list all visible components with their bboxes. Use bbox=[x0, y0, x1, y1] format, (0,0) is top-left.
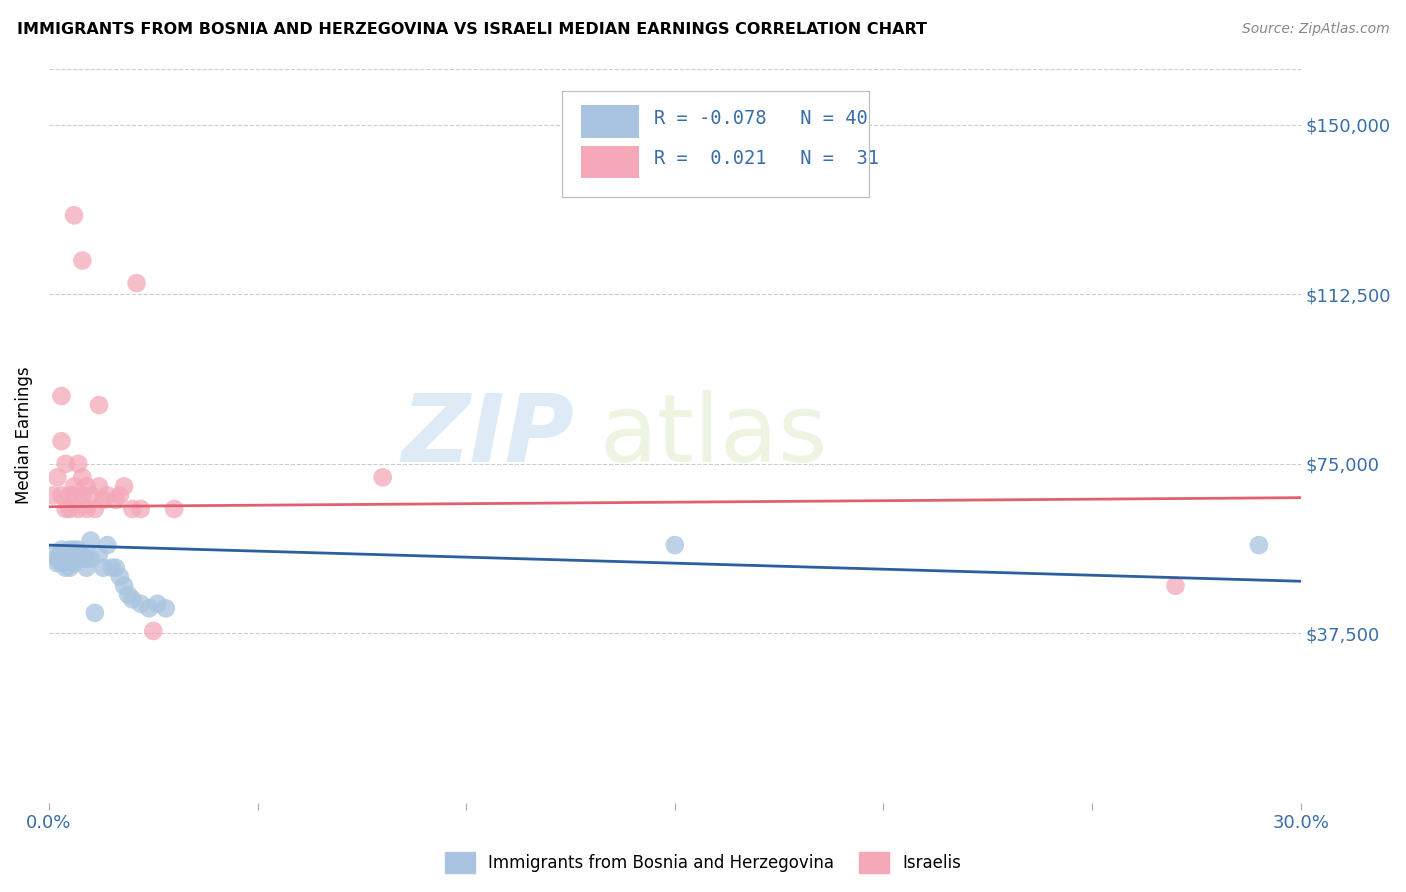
Point bbox=[104, 560, 127, 574]
FancyBboxPatch shape bbox=[562, 91, 869, 197]
Text: IMMIGRANTS FROM BOSNIA AND HERZEGOVINA VS ISRAELI MEDIAN EARNINGS CORRELATION CH: IMMIGRANTS FROM BOSNIA AND HERZEGOVINA V… bbox=[17, 22, 927, 37]
Point bbox=[72, 488, 94, 502]
Point bbox=[76, 560, 98, 574]
Point bbox=[108, 488, 131, 502]
Point bbox=[91, 560, 114, 574]
Point bbox=[46, 556, 69, 570]
Text: Source: ZipAtlas.com: Source: ZipAtlas.com bbox=[1241, 22, 1389, 37]
Point bbox=[63, 556, 86, 570]
Point bbox=[112, 479, 135, 493]
Y-axis label: Median Earnings: Median Earnings bbox=[15, 367, 32, 504]
Point bbox=[1247, 538, 1270, 552]
Point bbox=[83, 606, 105, 620]
Point bbox=[72, 470, 94, 484]
Point bbox=[59, 560, 82, 574]
Point bbox=[87, 398, 110, 412]
Point bbox=[129, 597, 152, 611]
Point bbox=[59, 488, 82, 502]
Point bbox=[55, 551, 77, 566]
Point bbox=[63, 542, 86, 557]
Point bbox=[67, 547, 90, 561]
Point bbox=[76, 479, 98, 493]
Point bbox=[72, 253, 94, 268]
Point bbox=[121, 502, 143, 516]
Point bbox=[67, 457, 90, 471]
Point bbox=[42, 488, 65, 502]
Point bbox=[112, 579, 135, 593]
Point bbox=[108, 570, 131, 584]
Point bbox=[72, 547, 94, 561]
Point bbox=[72, 551, 94, 566]
Point bbox=[80, 551, 103, 566]
Point bbox=[80, 533, 103, 548]
Point bbox=[104, 492, 127, 507]
Point bbox=[91, 492, 114, 507]
FancyBboxPatch shape bbox=[581, 145, 638, 178]
Point bbox=[142, 624, 165, 638]
Point bbox=[76, 551, 98, 566]
Point bbox=[87, 547, 110, 561]
Point bbox=[46, 551, 69, 566]
Point bbox=[55, 457, 77, 471]
Text: R =  0.021   N =  31: R = 0.021 N = 31 bbox=[654, 149, 879, 169]
Point bbox=[59, 542, 82, 557]
Point bbox=[371, 470, 394, 484]
Text: R = -0.078   N = 40: R = -0.078 N = 40 bbox=[654, 109, 868, 128]
Point bbox=[63, 208, 86, 222]
Point bbox=[59, 502, 82, 516]
Text: ZIP: ZIP bbox=[402, 390, 575, 482]
Point bbox=[129, 502, 152, 516]
Point bbox=[83, 502, 105, 516]
Point bbox=[138, 601, 160, 615]
Point bbox=[117, 588, 139, 602]
Point bbox=[51, 389, 73, 403]
Point bbox=[51, 547, 73, 561]
Point bbox=[55, 502, 77, 516]
Point bbox=[59, 551, 82, 566]
Point bbox=[51, 434, 73, 449]
Point bbox=[125, 276, 148, 290]
Point bbox=[163, 502, 186, 516]
Point bbox=[155, 601, 177, 615]
Point bbox=[63, 551, 86, 566]
Point bbox=[1164, 579, 1187, 593]
Point bbox=[146, 597, 169, 611]
Point bbox=[87, 479, 110, 493]
Point bbox=[100, 560, 122, 574]
Point bbox=[76, 502, 98, 516]
Point bbox=[51, 542, 73, 557]
Point bbox=[59, 547, 82, 561]
Point bbox=[46, 470, 69, 484]
Text: atlas: atlas bbox=[600, 390, 828, 482]
FancyBboxPatch shape bbox=[581, 105, 638, 137]
Point bbox=[51, 488, 73, 502]
Point bbox=[121, 592, 143, 607]
Point bbox=[55, 560, 77, 574]
Point bbox=[96, 488, 118, 502]
Point bbox=[63, 479, 86, 493]
Point bbox=[63, 488, 86, 502]
Point bbox=[80, 488, 103, 502]
Legend: Immigrants from Bosnia and Herzegovina, Israelis: Immigrants from Bosnia and Herzegovina, … bbox=[439, 846, 967, 880]
Point bbox=[51, 556, 73, 570]
Point bbox=[96, 538, 118, 552]
Point bbox=[67, 542, 90, 557]
Point bbox=[67, 502, 90, 516]
Point bbox=[42, 547, 65, 561]
Point bbox=[55, 547, 77, 561]
Point bbox=[664, 538, 686, 552]
